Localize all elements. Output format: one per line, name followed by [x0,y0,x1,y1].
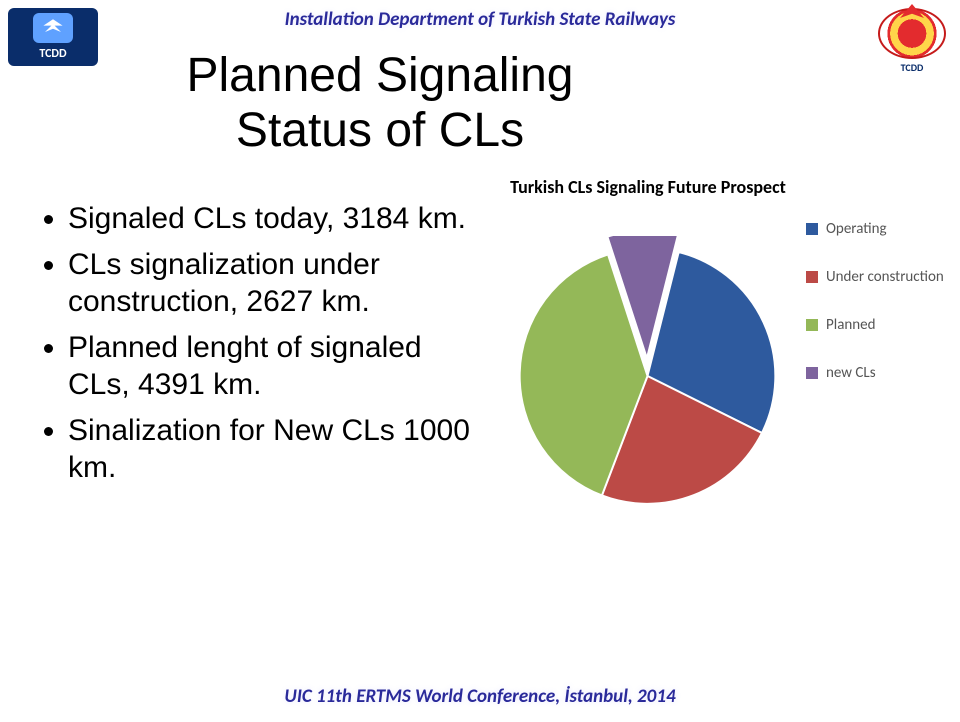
left-logo-text: TCDD [39,47,66,61]
legend-label: Planned [826,316,875,334]
legend-swatch [806,319,818,331]
emblem-icon [878,8,946,59]
slide-title: Planned Signaling Status of CLs [160,48,600,158]
legend-item-operating: Operating [806,220,956,238]
slide-root: TCDD TCDD Installation Department of Tur… [0,0,960,722]
bullet-item: CLs signalization under construction, 26… [68,246,470,321]
pie-chart [500,236,795,516]
title-line-2: Status of CLs [236,104,524,157]
legend-item-under-construction: Under construction [806,268,956,286]
title-line-1: Planned Signaling [187,49,574,102]
legend-label: new CLs [826,364,876,382]
chart-legend: Operating Under construction Planned new… [806,220,956,412]
legend-swatch [806,223,818,235]
wing-icon [33,13,73,43]
left-logo: TCDD [8,8,98,66]
legend-swatch [806,367,818,379]
bullet-item: Sinalization for New CLs 1000 km. [68,412,470,487]
bullet-item: Planned lenght of signaled CLs, 4391 km. [68,329,470,404]
legend-swatch [806,271,818,283]
bullet-list: Signaled CLs today, 3184 km. CLs signali… [40,200,470,495]
right-logo-text: TCDD [901,61,924,74]
header-department: Installation Department of Turkish State… [160,8,800,31]
right-logo: TCDD [872,8,952,74]
legend-label: Operating [826,220,887,238]
legend-label: Under construction [826,268,944,286]
legend-item-new-cls: new CLs [806,364,956,382]
bullet-item: Signaled CLs today, 3184 km. [68,200,470,238]
crescent-star-icon [900,4,924,18]
footer-text: UIC 11th ERTMS World Conference, İstanbu… [0,685,960,708]
legend-item-planned: Planned [806,316,956,334]
chart-title: Turkish CLs Signaling Future Prospect [508,176,788,198]
